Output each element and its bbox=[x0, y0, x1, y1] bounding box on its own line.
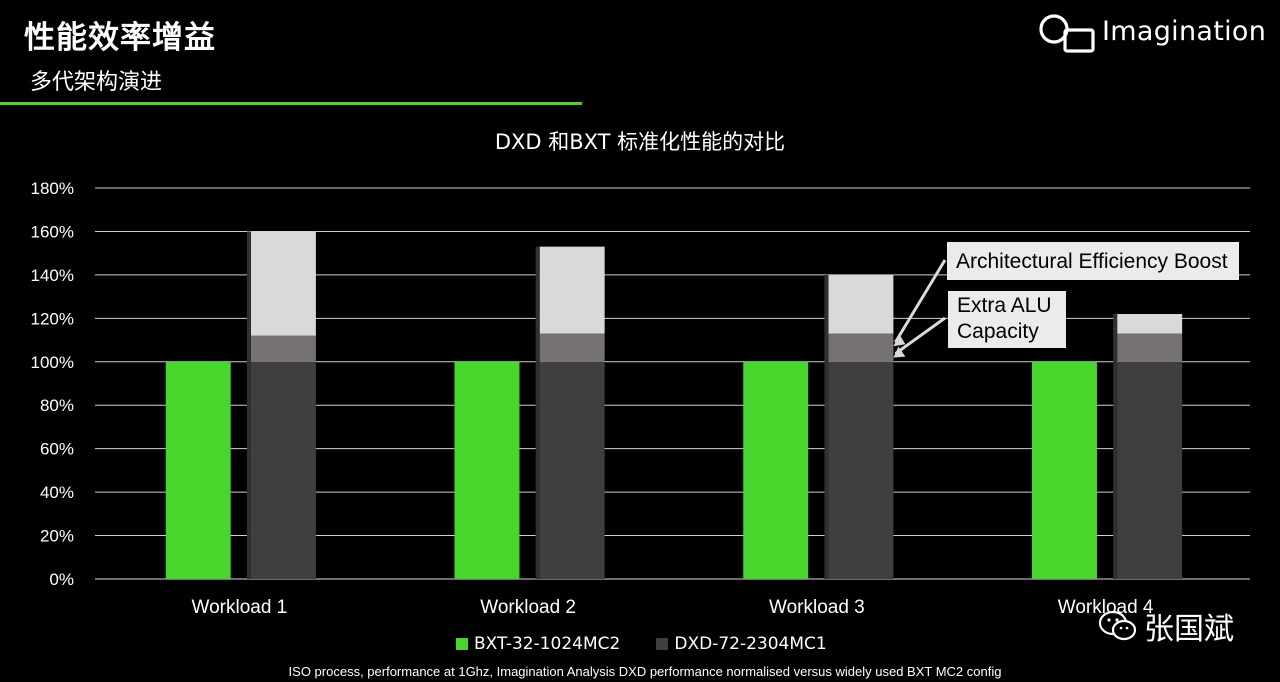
bar-dxd-base bbox=[1117, 361, 1183, 579]
legend-swatch-bxt bbox=[456, 638, 468, 650]
callout-architectural-efficiency: Architectural Efficiency Boost bbox=[947, 242, 1239, 280]
bar-dxd-base bbox=[250, 361, 316, 579]
legend-item-dxd: DXD-72-2304MC1 bbox=[656, 634, 827, 654]
x-tick-label: Workload 1 bbox=[191, 597, 287, 618]
slide-title: 性能效率增益 bbox=[24, 20, 216, 56]
chart-legend: BXT-32-1024MC2 DXD-72-2304MC1 bbox=[456, 634, 863, 654]
bar-dxd-extra-alu bbox=[250, 335, 316, 362]
x-tick-label: Workload 4 bbox=[1058, 597, 1154, 618]
bar-dxd-extra-alu bbox=[539, 333, 605, 362]
bar-dxd-shadow bbox=[246, 231, 251, 579]
title-divider bbox=[0, 102, 582, 105]
watermark: 张国斌 bbox=[1098, 604, 1234, 648]
bar-bxt bbox=[743, 361, 809, 579]
bar-dxd-shadow bbox=[535, 246, 540, 579]
legend-item-bxt: BXT-32-1024MC2 bbox=[456, 634, 620, 654]
bar-dxd-extra-alu bbox=[1117, 333, 1183, 362]
legend-label-bxt: BXT-32-1024MC2 bbox=[474, 634, 621, 654]
bar-dxd-extra-alu bbox=[828, 333, 894, 362]
logo-wordmark: Imagination bbox=[1102, 16, 1267, 47]
bar-dxd-arch-boost bbox=[250, 231, 316, 336]
logo-mark-icon bbox=[1039, 14, 1095, 53]
callout-arrowhead-arch bbox=[893, 334, 906, 347]
y-tick-label: 0% bbox=[49, 570, 74, 589]
bar-dxd-base bbox=[828, 361, 894, 579]
y-tick-label: 140% bbox=[31, 266, 74, 285]
y-tick-label: 100% bbox=[31, 353, 74, 372]
watermark-text: 张国斌 bbox=[1144, 612, 1234, 647]
footnote: ISO process, performance at 1Ghz, Imagin… bbox=[288, 664, 1002, 679]
callout-arrow-alu bbox=[894, 316, 946, 355]
bar-dxd-base bbox=[539, 361, 605, 579]
y-tick-label: 60% bbox=[40, 440, 74, 459]
callout-extra-alu: Extra ALU Capacity bbox=[948, 291, 1066, 348]
callout-extra-alu-line2: Capacity bbox=[957, 320, 1039, 343]
bar-bxt bbox=[165, 361, 231, 579]
bar-dxd-shadow bbox=[824, 274, 829, 579]
x-tick-label: Workload 3 bbox=[769, 597, 865, 618]
callout-arrowhead-alu bbox=[893, 346, 906, 358]
callout-extra-alu-line1: Extra ALU bbox=[957, 294, 1052, 317]
slide-subtitle: 多代架构演进 bbox=[30, 70, 163, 95]
y-tick-label: 160% bbox=[31, 222, 74, 241]
imagination-logo: Imagination bbox=[1038, 12, 1274, 56]
y-tick-label: 40% bbox=[40, 483, 74, 502]
wechat-icon bbox=[1098, 610, 1137, 641]
x-tick-label: Workload 2 bbox=[480, 597, 576, 618]
legend-swatch-dxd bbox=[656, 638, 669, 650]
y-tick-label: 80% bbox=[40, 396, 74, 415]
bar-dxd-shadow bbox=[1113, 313, 1118, 579]
y-tick-label: 20% bbox=[40, 527, 74, 546]
bar-dxd-arch-boost bbox=[828, 274, 894, 334]
bar-dxd-arch-boost bbox=[539, 246, 605, 334]
y-tick-label: 180% bbox=[31, 179, 74, 198]
bar-bxt bbox=[454, 361, 520, 579]
bar-bxt bbox=[1031, 361, 1097, 579]
chart-title: DXD 和BXT 标准化性能的对比 bbox=[494, 130, 786, 154]
legend-label-dxd: DXD-72-2304MC1 bbox=[674, 634, 827, 654]
callout-arrow-arch bbox=[894, 259, 947, 343]
y-tick-label: 120% bbox=[31, 309, 74, 328]
bar-dxd-arch-boost bbox=[1117, 313, 1183, 334]
